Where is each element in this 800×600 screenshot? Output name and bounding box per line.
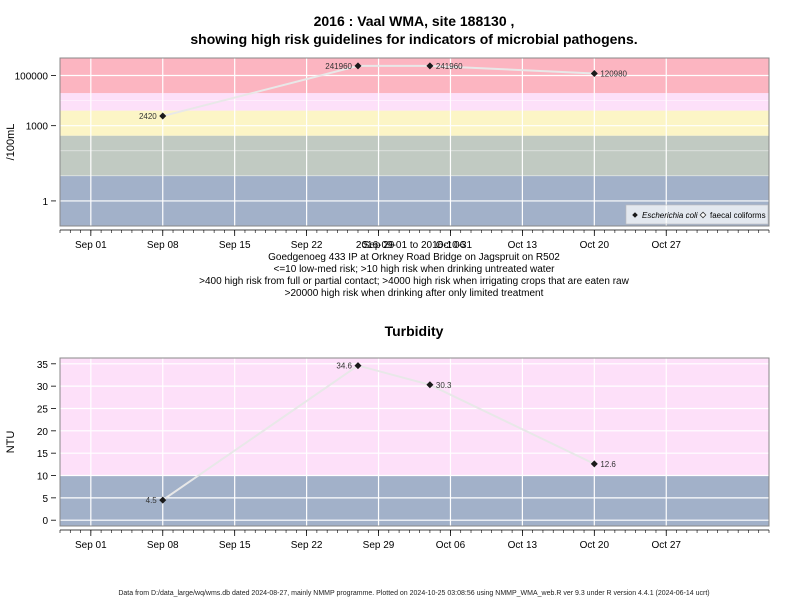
risk-band-1 xyxy=(60,475,769,526)
x-tick-label-7: Oct 13 xyxy=(508,540,538,551)
data-label-3: 241960 xyxy=(436,62,463,71)
data-label-4: 120980 xyxy=(600,69,627,78)
y-tick-label-1: 0 xyxy=(42,516,48,527)
x-tick-label-8: Oct 20 xyxy=(580,540,610,551)
y-tick-label-8: 35 xyxy=(37,360,49,371)
x-tick-label-5: Sep 29 xyxy=(363,540,395,551)
caption-guideline-1: <=10 low-med risk; >10 high risk when dr… xyxy=(274,264,556,275)
turbidity-chart: Sep 01 Sep 08 Sep 15 Sep 22 Sep 29 Oct 06 Oct … xyxy=(5,357,770,551)
data-point-2 xyxy=(354,62,362,70)
y-tick-label-6: 25 xyxy=(37,404,49,415)
caption-guideline-2: >400 high risk from full or partial cont… xyxy=(199,276,629,287)
data-label-4: 12.6 xyxy=(600,460,616,469)
x-tick-label-2: Sep 08 xyxy=(147,240,179,251)
legend-marker-ecoli xyxy=(632,212,638,218)
y-tick-label-4: 15 xyxy=(37,449,49,460)
legend-label-ecoli: Escherichia coli xyxy=(642,211,698,220)
x-tick-label-9: Oct 27 xyxy=(652,240,682,251)
risk-band-2 xyxy=(60,358,769,476)
y-tick-label-3: 10 xyxy=(37,472,49,483)
turbidity-title: Turbidity xyxy=(385,323,444,339)
footer-note: Data from D:/data_large/wq/wms.db dated … xyxy=(118,590,709,597)
data-label-2: 241960 xyxy=(325,62,352,71)
risk-band-4 xyxy=(60,93,769,111)
data-label-3: 30.3 xyxy=(436,381,452,390)
series-line-1 xyxy=(162,64,595,118)
x-tick-label-6: Oct 06 xyxy=(436,240,466,251)
x-tick-label-2: Sep 08 xyxy=(147,540,179,551)
chart-caption: 2016-09-01 to 2016-10-31 Goedgenoeg 433 … xyxy=(199,240,629,299)
y-tick-label-2: 1000 xyxy=(26,122,49,133)
y-tick-label-3: 100000 xyxy=(15,72,49,83)
microbial-chart: Sep 01 Sep 08 Sep 15 Sep 22 Sep 29 Oct 06 Oct … xyxy=(5,57,770,251)
x-tick-label-3: Sep 15 xyxy=(219,540,251,551)
plot-frame xyxy=(59,57,770,227)
data-point-1 xyxy=(159,112,167,120)
y-tick-label-5: 20 xyxy=(37,427,49,438)
x-tick-label-9: Oct 27 xyxy=(652,540,682,551)
x-tick-label-8: Oct 20 xyxy=(580,240,610,251)
data-point-3 xyxy=(426,62,434,70)
caption-site: Goedgenoeg 433 IP at Orkney Road Bridge … xyxy=(268,252,560,263)
data-point-3 xyxy=(426,381,434,389)
risk-band-2 xyxy=(60,135,769,176)
data-point-4 xyxy=(590,69,598,77)
x-tick-label-6: Oct 06 xyxy=(436,540,466,551)
legend-marker-faecal xyxy=(699,211,707,219)
caption-guideline-3: >20000 high risk when drinking after onl… xyxy=(285,288,544,299)
x-tick-label-4: Sep 22 xyxy=(291,240,323,251)
y-tick-label-2: 5 xyxy=(42,494,48,505)
x-tick-label-3: Sep 15 xyxy=(219,240,251,251)
figure-title-line1: 2016 : Vaal WMA, site 188130 , xyxy=(314,13,515,29)
chart-legend: Escherichia coli faecal coliforms xyxy=(625,204,769,225)
x-tick-label-4: Sep 22 xyxy=(291,540,323,551)
risk-band-3 xyxy=(60,110,769,136)
data-point-4 xyxy=(590,460,598,468)
series-line-1 xyxy=(162,364,595,501)
x-tick-label-1: Sep 01 xyxy=(75,540,107,551)
data-point-2 xyxy=(354,362,362,370)
x-tick-label-1: Sep 01 xyxy=(75,240,107,251)
y-axis-label: NTU xyxy=(5,431,17,454)
data-label-1: 2420 xyxy=(139,112,157,121)
y-tick-label-1: 1 xyxy=(42,197,48,208)
data-point-1 xyxy=(159,496,167,504)
data-label-1: 4.5 xyxy=(146,496,158,505)
y-axis-label: /100mL xyxy=(5,124,17,161)
caption-date-range: 2016-09-01 to 2016-10-31 xyxy=(356,240,473,251)
y-tick-label-7: 30 xyxy=(37,382,49,393)
x-tick-label-7: Oct 13 xyxy=(508,240,538,251)
x-tick-label-5: Sep 29 xyxy=(363,240,395,251)
legend-label-faecal: faecal coliforms xyxy=(710,211,766,220)
plot-frame xyxy=(59,357,770,527)
data-label-2: 34.6 xyxy=(336,362,352,371)
figure-title-line2: showing high risk guidelines for indicat… xyxy=(190,31,637,47)
legend-box xyxy=(625,204,769,225)
